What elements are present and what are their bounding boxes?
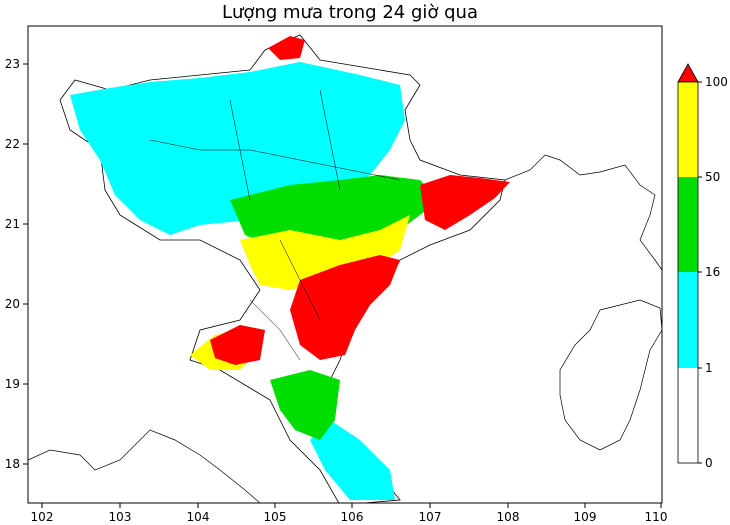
x-tick-label: 108 xyxy=(497,510,520,524)
y-tick-label: 18 xyxy=(5,457,20,471)
colorbar-extend-arrow xyxy=(677,63,699,83)
coastline-laos xyxy=(28,429,261,503)
y-tick-label: 19 xyxy=(5,377,20,391)
map-area xyxy=(28,34,662,503)
rain-zone-green-south xyxy=(270,370,340,440)
colorbar-band xyxy=(678,82,698,177)
y-tick-label: 22 xyxy=(5,137,20,151)
map-frame xyxy=(27,25,663,504)
colorbar-band xyxy=(678,368,698,463)
rain-zone-yellow xyxy=(240,215,410,290)
y-tick-label: 20 xyxy=(5,297,20,311)
colorbar-band xyxy=(678,272,698,368)
colorbar: 100 50 16 1 0 xyxy=(677,63,728,470)
coastline-hainan xyxy=(559,299,662,451)
x-axis: 102 103 104 105 106 107 108 109 110 xyxy=(31,503,668,524)
rain-zone-red xyxy=(290,255,400,360)
x-tick-label: 107 xyxy=(419,510,442,524)
rain-zone-red-north xyxy=(268,36,305,60)
colorbar-band xyxy=(678,177,698,272)
x-tick-label: 110 xyxy=(645,510,668,524)
x-tick-label: 102 xyxy=(31,510,54,524)
coastline-china xyxy=(504,154,662,271)
colorbar-tick-label: 100 xyxy=(705,75,728,89)
colorbar-tick-label: 0 xyxy=(705,456,713,470)
rain-zone-red-west xyxy=(210,325,265,365)
x-tick-label: 105 xyxy=(264,510,287,524)
colorbar-tick-label: 50 xyxy=(705,170,720,184)
rain-zone-cyan-south xyxy=(310,420,395,500)
map-title: Lượng mưa trong 24 giờ qua xyxy=(222,2,478,23)
x-tick-label: 106 xyxy=(341,510,364,524)
x-tick-label: 103 xyxy=(109,510,132,524)
colorbar-tick-label: 16 xyxy=(705,265,720,279)
x-tick-label: 109 xyxy=(574,510,597,524)
y-axis: 23 22 21 20 19 18 xyxy=(5,57,28,471)
border-internal xyxy=(149,89,401,361)
y-tick-label: 21 xyxy=(5,217,20,231)
y-tick-label: 23 xyxy=(5,57,20,71)
colorbar-tick-label: 1 xyxy=(705,361,713,375)
x-tick-label: 104 xyxy=(187,510,210,524)
rain-zone-red-northeast xyxy=(420,175,510,230)
